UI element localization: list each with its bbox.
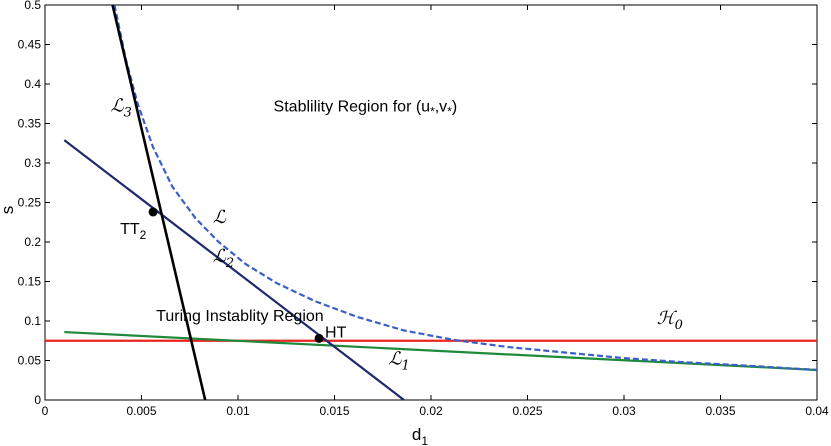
annotation-stable: Stablility Region for (u*,v*): [274, 99, 458, 119]
series-line-l3: [111, 5, 207, 400]
curve-label-sub: 1: [402, 358, 410, 373]
curve-label-l: ℒ: [213, 207, 227, 228]
y-tick-label: 0.05: [18, 354, 42, 368]
curve-label-h0: ℋ0: [657, 308, 683, 333]
y-axis-label: s: [0, 206, 17, 215]
annotation-text: Turing Instablity Region: [156, 308, 324, 325]
annotations: Stablility Region for (u*,v*)Turing Inst…: [156, 99, 457, 325]
y-tick-label: 0.25: [18, 196, 42, 210]
y-tick-label: 0.2: [24, 235, 41, 249]
point-label-text: HT: [325, 324, 347, 341]
point-label-text: TT: [120, 221, 140, 238]
x-tick-label: 0.035: [705, 404, 735, 418]
annotation-text: ,v: [435, 99, 447, 116]
point-ht: [314, 333, 324, 343]
curve-label-text: ℋ: [657, 308, 678, 329]
series-line-l2: [63, 139, 405, 400]
y-tick-label: 0.15: [18, 275, 42, 289]
x-tick-label: 0.01: [226, 404, 250, 418]
y-tick-label: 0.3: [24, 156, 41, 170]
annotation-sub: *: [430, 105, 435, 119]
y-tick-label: 0.5: [24, 0, 41, 12]
curve-label-sub: 2: [225, 256, 234, 271]
point-tt: [148, 207, 158, 217]
x-tick-label: 0.04: [805, 404, 829, 418]
x-axis: 0 0.005 0.01 0.015 0.02 0.025 0.03 0.035 0.04: [42, 5, 829, 418]
curve-label-text: ℒ: [213, 246, 227, 267]
curve-label-text: ℒ: [111, 96, 125, 117]
x-tick-label: 0.02: [419, 404, 443, 418]
x-tick-label: 0.03: [612, 404, 636, 418]
x-tick-label: 0.025: [512, 404, 542, 418]
curves: [45, 5, 817, 400]
y-tick-label: 0: [34, 393, 41, 407]
x-axis-label-main: d: [412, 425, 421, 444]
annotation-text: ): [452, 99, 457, 116]
x-tick-label: 0: [42, 404, 49, 418]
curve-label-text: ℒ: [213, 207, 227, 228]
annotation-turing: Turing Instablity Region: [156, 308, 324, 325]
y-tick-label: 0.45: [18, 38, 42, 52]
y-tick-label: 0.35: [18, 117, 42, 131]
x-tick-label: 0.005: [126, 404, 156, 418]
annotation-text: Stablility Region for (u: [274, 99, 431, 116]
point-label-sub: 2: [140, 228, 147, 242]
y-axis: 0 0.05 0.1 0.15 0.2 0.25 0.3 0.35 0.4 0.45 0.5: [18, 0, 817, 407]
plot-area: [44, 4, 818, 401]
annotation-sub: *: [447, 105, 452, 119]
curve-label-l1: ℒ1: [389, 348, 410, 373]
x-tick-label: 0.015: [319, 404, 349, 418]
point-label-ht: HT: [325, 324, 347, 341]
curve-label-sub: 0: [675, 318, 683, 333]
x-axis-label: d1: [412, 425, 428, 446]
y-tick-label: 0.4: [24, 77, 41, 91]
series-line-l: [113, 5, 817, 372]
curve-label-sub: 3: [124, 106, 132, 121]
curve-label-text: ℒ: [389, 348, 403, 369]
point-label-tt2: TT2: [120, 221, 147, 242]
curve-label-l3: ℒ3: [111, 96, 132, 121]
x-axis-label-sub: 1: [421, 434, 428, 446]
curve-label-l2: ℒ2: [213, 246, 234, 271]
y-tick-label: 0.1: [24, 314, 41, 328]
